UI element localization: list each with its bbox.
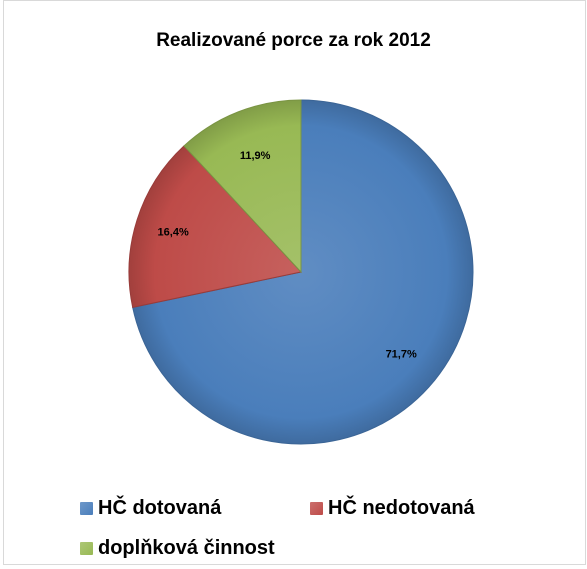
legend-swatch-hc-dotovana [80,502,93,515]
legend-swatch-doplnkova-cinnost [80,542,93,555]
legend-item-hc-nedotovana: HČ nedotovaná [310,497,475,520]
legend-item-doplnkova-cinnost: doplňková činnost [80,537,275,560]
pie-data-label-0: 71,7% [386,348,417,360]
legend-label-hc-dotovana: HČ dotovaná [98,497,221,520]
legend-item-hc-dotovana: HČ dotovaná [80,497,221,520]
legend-label-hc-nedotovana: HČ nedotovaná [328,497,475,520]
legend-label-doplnkova-cinnost: doplňková činnost [98,537,275,560]
legend-swatch-hc-nedotovana [310,502,323,515]
pie-data-label-1: 16,4% [158,226,189,238]
pie-data-label-2: 11,9% [240,150,271,162]
